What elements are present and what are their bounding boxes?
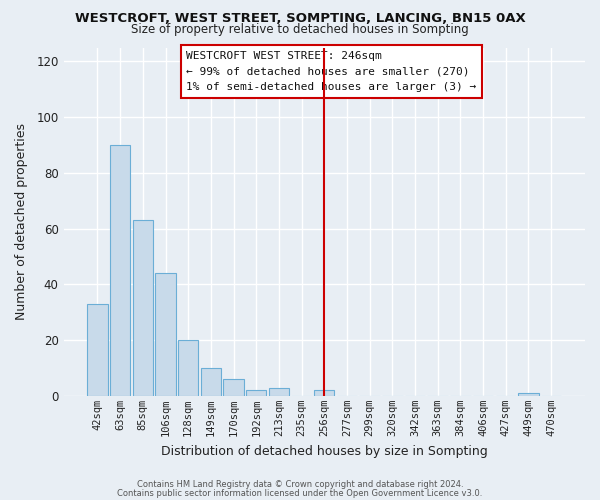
Text: Contains HM Land Registry data © Crown copyright and database right 2024.: Contains HM Land Registry data © Crown c… — [137, 480, 463, 489]
Text: Size of property relative to detached houses in Sompting: Size of property relative to detached ho… — [131, 24, 469, 36]
Bar — [87, 304, 107, 396]
Bar — [155, 274, 176, 396]
Bar — [246, 390, 266, 396]
Y-axis label: Number of detached properties: Number of detached properties — [15, 123, 28, 320]
Text: Contains public sector information licensed under the Open Government Licence v3: Contains public sector information licen… — [118, 488, 482, 498]
Bar — [223, 379, 244, 396]
Bar — [133, 220, 153, 396]
Text: WESTCROFT WEST STREET: 246sqm
← 99% of detached houses are smaller (270)
1% of s: WESTCROFT WEST STREET: 246sqm ← 99% of d… — [186, 51, 476, 92]
Bar — [269, 388, 289, 396]
Bar — [110, 145, 130, 396]
Bar — [200, 368, 221, 396]
Bar — [314, 390, 334, 396]
Text: WESTCROFT, WEST STREET, SOMPTING, LANCING, BN15 0AX: WESTCROFT, WEST STREET, SOMPTING, LANCIN… — [74, 12, 526, 26]
Bar — [178, 340, 199, 396]
X-axis label: Distribution of detached houses by size in Sompting: Distribution of detached houses by size … — [161, 444, 488, 458]
Bar — [518, 393, 539, 396]
